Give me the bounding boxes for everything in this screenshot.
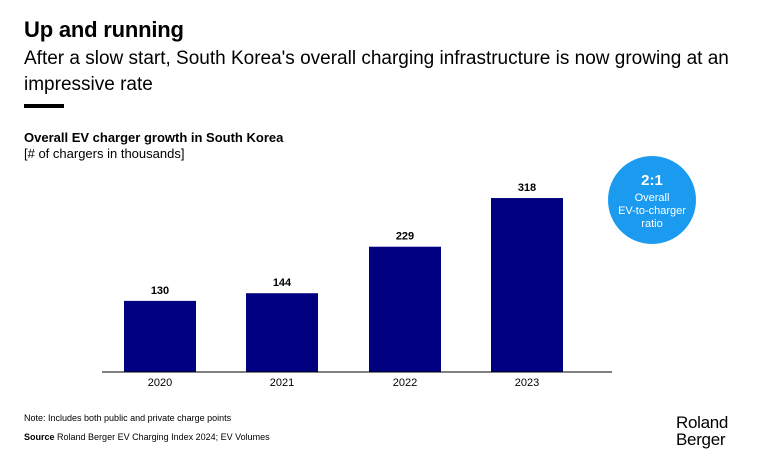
bar-value-label: 229 xyxy=(396,231,414,243)
logo-line1: Roland xyxy=(676,413,729,432)
footnote: Note: Includes both public and private c… xyxy=(24,413,232,423)
ratio-badge: 2:1 Overall EV-to-charger ratio xyxy=(608,156,696,244)
source-line: Source Roland Berger EV Charging Index 2… xyxy=(24,432,270,442)
x-tick-label: 2023 xyxy=(515,377,539,389)
x-tick-label: 2020 xyxy=(148,377,172,389)
page-title: Up and running xyxy=(24,17,184,42)
chart-unit-label: [# of chargers in thousands] xyxy=(24,146,185,161)
x-tick-label: 2021 xyxy=(270,377,294,389)
ratio-badge-line1: Overall xyxy=(634,192,670,204)
roland-berger-logo: Roland Berger xyxy=(676,414,728,448)
ratio-badge-line2: EV-to-charger xyxy=(618,205,686,217)
bar-value-label: 144 xyxy=(273,277,292,289)
bar-2021 xyxy=(246,293,318,372)
logo-line2: Berger xyxy=(676,430,726,449)
source-label: Source xyxy=(24,432,55,442)
ratio-badge-caption: Overall EV-to-charger ratio xyxy=(616,192,688,231)
ratio-badge-value: 2:1 xyxy=(641,172,663,189)
bar-chart: 130 2020 144 2021 229 2022 318 2023 xyxy=(102,182,612,389)
bar-2022 xyxy=(369,246,441,372)
source-text: Roland Berger EV Charging Index 2024; EV… xyxy=(57,432,270,442)
bar-value-label: 130 xyxy=(151,285,169,297)
bar-value-label: 318 xyxy=(518,182,536,194)
title-divider xyxy=(24,104,64,108)
page-subtitle: After a slow start, South Korea's overal… xyxy=(24,48,729,95)
chart-title: Overall EV charger growth in South Korea xyxy=(24,130,284,145)
bar-2023 xyxy=(491,198,563,372)
x-tick-label: 2022 xyxy=(393,377,417,389)
ratio-badge-line3: ratio xyxy=(641,218,663,230)
bar-2020 xyxy=(124,300,196,372)
